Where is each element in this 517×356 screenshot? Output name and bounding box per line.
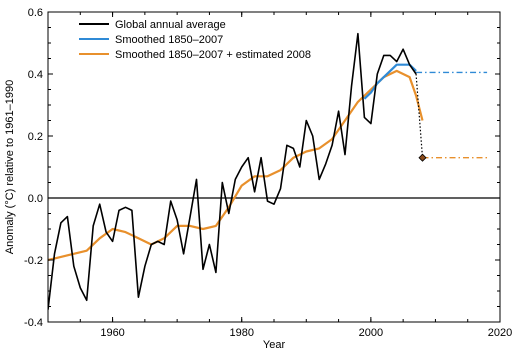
diamond-marker-2008 — [418, 153, 427, 162]
legend-label: Smoothed 1850–2007 — [115, 34, 223, 46]
series-line-smoothed — [363, 63, 417, 100]
y-tick-label: 0.6 — [28, 7, 43, 19]
x-tick-label: 2020 — [488, 327, 512, 339]
y-tick-label: 0.2 — [28, 131, 43, 143]
plot-layer — [48, 32, 500, 310]
x-axis-title: Year — [263, 339, 286, 351]
y-tick-label: 0.4 — [28, 69, 43, 81]
y-tick-label: -0.2 — [24, 255, 43, 267]
x-tick-label: 1980 — [229, 327, 253, 339]
axes-layer: -0.4 -0.2 0.0 0.2 0.4 0.6 1960 1980 2000 2020 — [24, 7, 512, 339]
legend: Global annual average Smoothed 1850–2007 S… — [79, 19, 311, 61]
plot-content — [48, 32, 500, 310]
y-tick-label: 0.0 — [28, 193, 43, 205]
series-line-smoothed-2008 — [48, 69, 424, 262]
series-line-annual — [48, 32, 417, 310]
y-tick-label: -0.4 — [24, 317, 43, 329]
legend-label: Global annual average — [115, 19, 226, 31]
x-tick-label: 1960 — [100, 327, 124, 339]
x-tick-label: 2000 — [359, 327, 383, 339]
legend-label: Smoothed 1850–2007 + estimated 2008 — [115, 49, 311, 61]
y-axis-title: Anomaly (°C) relative to 1961–1990 — [4, 80, 16, 254]
